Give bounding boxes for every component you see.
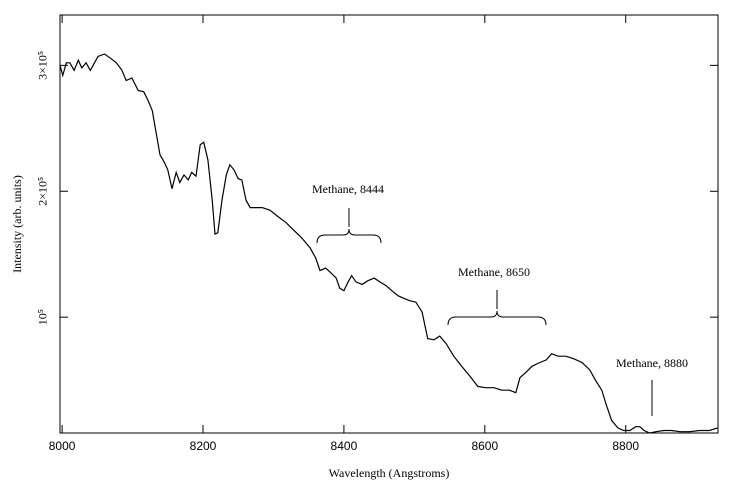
y-axis-label: Intensity (arb. units) bbox=[10, 175, 24, 273]
x-tick-label: 8600 bbox=[471, 439, 498, 453]
annotation-bracket bbox=[447, 310, 547, 326]
spectrum-line bbox=[59, 53, 718, 434]
x-tick-label: 8200 bbox=[190, 439, 217, 453]
annotation: Methane, 8444 bbox=[312, 182, 384, 196]
x-tick-label: 8400 bbox=[331, 439, 358, 453]
plot-frame bbox=[59, 14, 719, 434]
annotation-bracket bbox=[316, 228, 382, 244]
x-tick-label: 8000 bbox=[49, 439, 76, 453]
y-tick-label: 3×10⁵ bbox=[36, 51, 50, 80]
annotation: Methane, 8880 bbox=[616, 356, 688, 370]
x-axis-label: Wavelength (Angstroms) bbox=[329, 466, 450, 480]
y-tick-label: 10⁵ bbox=[36, 309, 50, 325]
y-tick-label: 2×10⁵ bbox=[36, 177, 50, 206]
annotation: Methane, 8650 bbox=[458, 265, 530, 279]
x-tick-label: 8800 bbox=[612, 439, 639, 453]
